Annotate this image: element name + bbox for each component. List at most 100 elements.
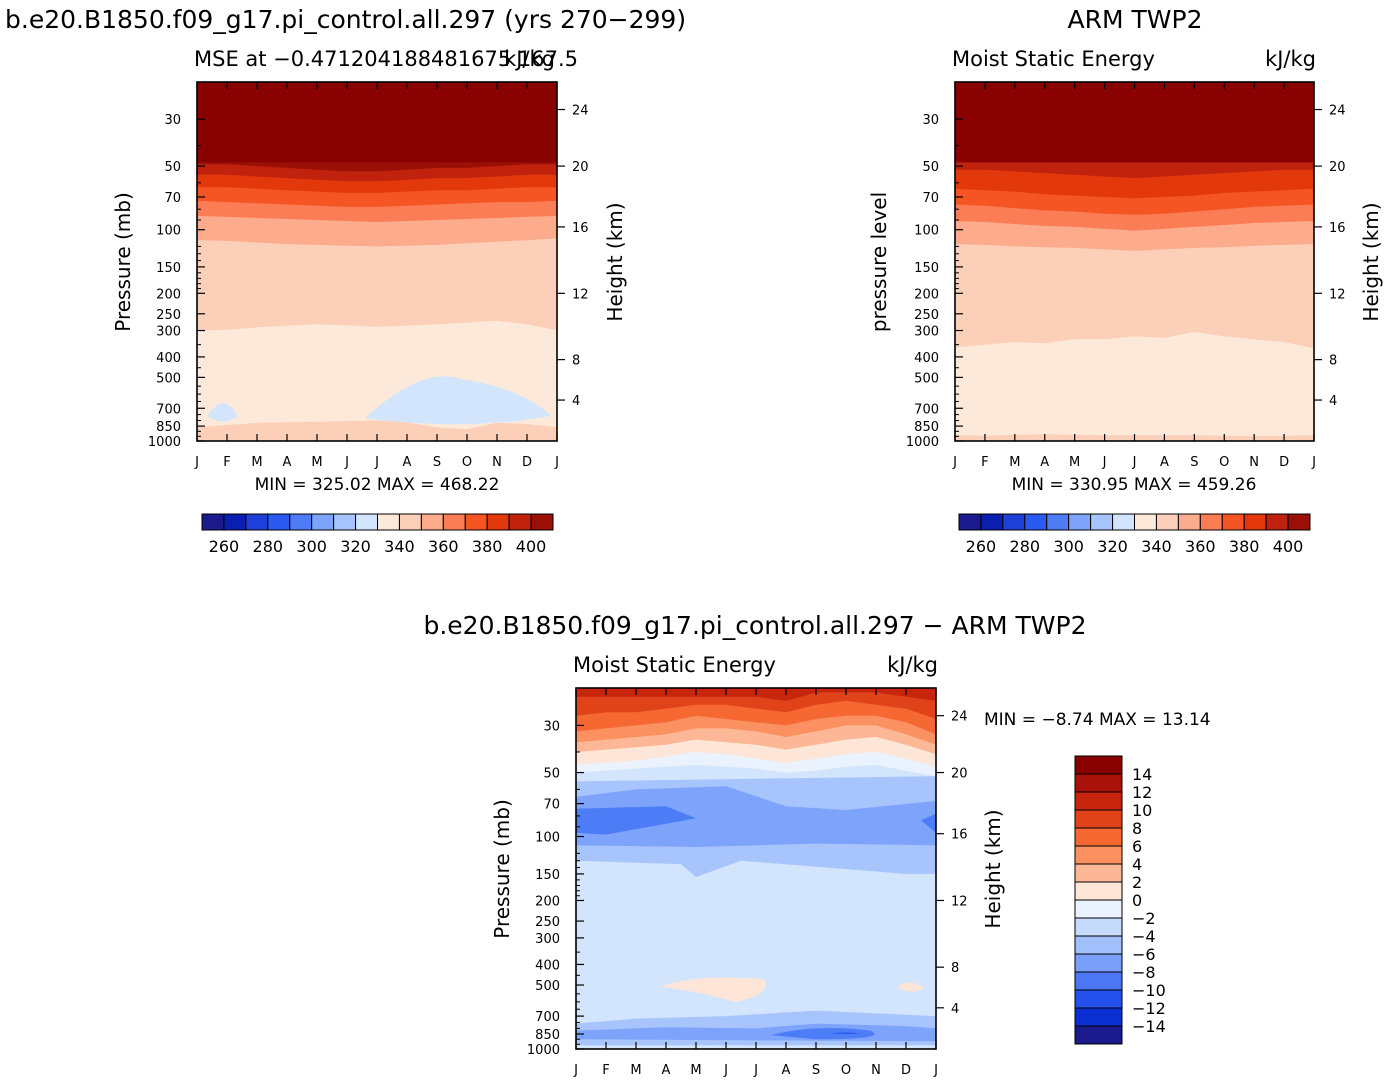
ytick-label: 250: [914, 308, 939, 323]
colorbar-swatch: [1074, 881, 1123, 901]
panel-obs-minmax: MIN = 330.95 MAX = 459.26: [1012, 475, 1257, 495]
colorbar-label: 4: [1132, 855, 1142, 874]
colorbar-swatch: [1074, 989, 1123, 1009]
colorbar-label: 260: [209, 537, 240, 556]
colorbar-swatch: [1155, 513, 1179, 531]
colorbar-swatch: [223, 513, 247, 531]
xtick-label: O: [1219, 455, 1229, 470]
contour-pocket: [207, 403, 238, 422]
colorbar-swatch: [1074, 971, 1123, 991]
colorbar-label: −6: [1132, 945, 1156, 964]
colorbar-label: 400: [516, 537, 547, 556]
ytick-label: 850: [535, 1028, 560, 1043]
colorbar-label: 340: [1141, 537, 1172, 556]
ytick-right-label: 16: [572, 221, 589, 236]
contour-band: [576, 806, 696, 835]
colorbar-label: 280: [1010, 537, 1041, 556]
colorbar-swatch: [311, 513, 335, 531]
panel-diff-title: b.e20.B1850.f09_g17.pi_control.all.297 −…: [423, 611, 1086, 640]
colorbar-label: 380: [1229, 537, 1260, 556]
colorbar-label: 320: [340, 537, 371, 556]
ytick-label: 1000: [148, 435, 181, 450]
panel-obs: ARM TWP2 Moist Static Energy kJ/kg 30 50 7…: [867, 5, 1383, 556]
panel-diff: b.e20.B1850.f09_g17.pi_control.all.297 −…: [423, 611, 1210, 1078]
colorbar-swatch: [1074, 791, 1123, 811]
colorbar-label: 340: [384, 537, 415, 556]
colorbar-swatch: [1112, 513, 1135, 531]
colorbar-swatch: [333, 513, 357, 531]
colorbar-swatch: [980, 513, 1004, 531]
colorbar-label: 360: [1185, 537, 1216, 556]
panel-obs-units: kJ/kg: [1265, 47, 1316, 71]
colorbar-swatch: [1287, 513, 1311, 531]
panel-model-colorbar: 260 280 300 320 340 360 380 400: [201, 513, 554, 556]
xtick-label: J: [573, 1063, 578, 1078]
colorbar-swatch: [1177, 513, 1201, 531]
ytick-label: 50: [164, 160, 181, 175]
colorbar-label: −4: [1132, 927, 1156, 946]
plot-frame: [196, 81, 558, 442]
contour-pocket: [771, 1028, 875, 1040]
ytick-label: 150: [914, 261, 939, 276]
ytick-right-label: 24: [572, 104, 589, 119]
panel-model-title: b.e20.B1850.f09_g17.pi_control.all.297 (…: [5, 5, 686, 34]
colorbar-swatch: [201, 513, 225, 531]
panel-obs-colorbar: 260 280 300 320 340 360 380 400: [958, 513, 1311, 556]
xtick-label: S: [812, 1063, 820, 1078]
xtick-label: M: [690, 1063, 701, 1078]
contour-pocket: [831, 1032, 861, 1035]
colorbar-swatch: [1090, 513, 1114, 531]
colorbar-swatch: [289, 513, 313, 531]
colorbar-swatch: [958, 513, 982, 531]
xtick-label: O: [841, 1063, 851, 1078]
xtick-label: M: [311, 455, 322, 470]
colorbar-label: 12: [1132, 783, 1152, 802]
ytick-label: 50: [922, 160, 939, 175]
xtick-label: D: [901, 1063, 911, 1078]
ytick-label: 400: [535, 958, 560, 973]
ytick-right-label: 8: [572, 354, 580, 369]
plot-frame: [575, 687, 937, 1050]
ytick-label: 300: [535, 932, 560, 947]
colorbar-swatch: [1074, 935, 1123, 955]
xtick-label: N: [871, 1063, 881, 1078]
colorbar-swatch: [1074, 917, 1123, 937]
ytick-label: 700: [156, 402, 181, 417]
ytick-label: 300: [914, 325, 939, 340]
xtick-label: J: [723, 1063, 728, 1078]
colorbar-swatch: [1134, 513, 1157, 531]
ytick-label: 200: [914, 287, 939, 302]
xtick-label: A: [1160, 455, 1169, 470]
panel-model: b.e20.B1850.f09_g17.pi_control.all.297 (…: [5, 5, 686, 556]
ytick-label: 30: [922, 113, 939, 128]
ytick-right-label: 12: [572, 287, 589, 302]
contour-pocket: [660, 977, 766, 1002]
ytick-label: 100: [156, 224, 181, 239]
colorbar-swatch: [442, 513, 466, 531]
panel-obs-ylabel-right: Height (km): [1359, 202, 1383, 321]
xtick-label: J: [952, 455, 957, 470]
colorbar-swatch: [1068, 513, 1092, 531]
ytick-right-label: 8: [951, 961, 959, 976]
ytick-right-label: 12: [951, 894, 968, 909]
ytick-label: 100: [535, 831, 560, 846]
colorbar-swatch: [1265, 513, 1289, 531]
xtick-label: N: [492, 455, 502, 470]
colorbar-swatch: [1221, 513, 1245, 531]
ytick-label: 50: [543, 767, 560, 782]
panel-diff-minmax: MIN = −8.74 MAX = 13.14: [984, 710, 1211, 730]
panel-model-ylabel: Pressure (mb): [111, 192, 135, 332]
xtick-label: A: [403, 455, 412, 470]
ytick-label: 30: [164, 113, 181, 128]
band-top: [955, 82, 1314, 163]
xtick-label: A: [1040, 455, 1049, 470]
panel-obs-subtitle: Moist Static Energy: [952, 47, 1155, 71]
xtick-label: F: [981, 455, 988, 470]
ytick-label: 70: [922, 191, 939, 206]
xtick-label: M: [1009, 455, 1020, 470]
colorbar-label: 14: [1132, 765, 1152, 784]
colorbar-swatch: [486, 513, 510, 531]
